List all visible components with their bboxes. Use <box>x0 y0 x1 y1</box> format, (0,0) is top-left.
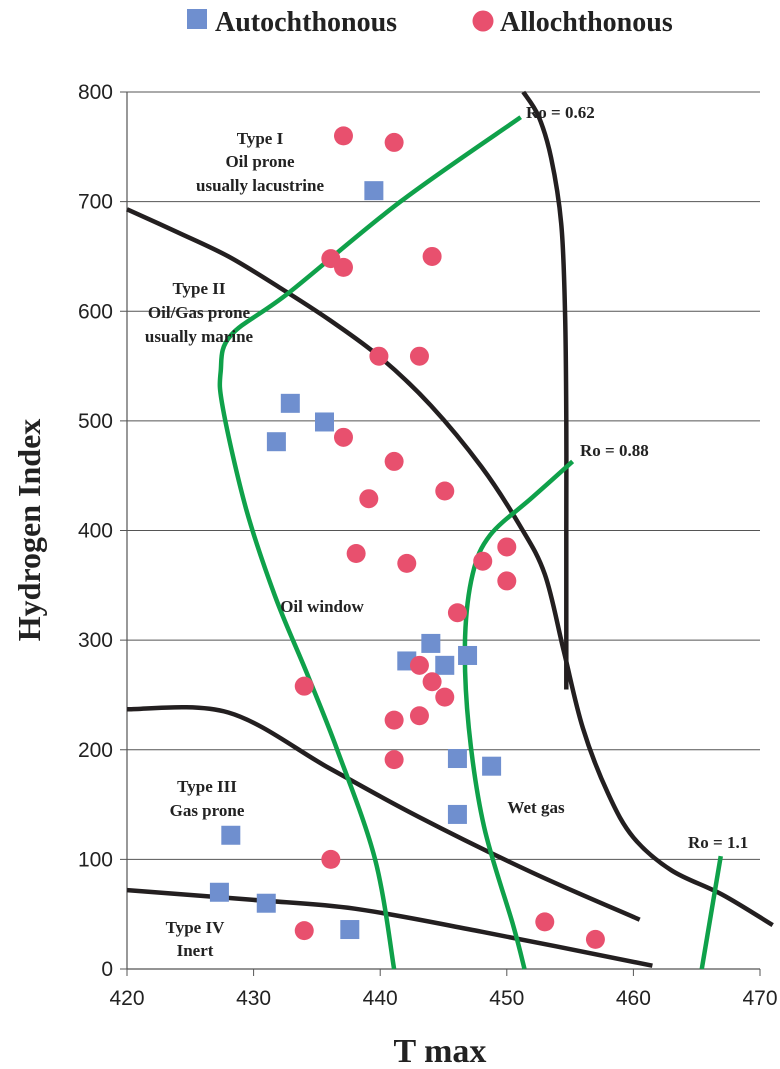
point-allochthonous <box>333 126 353 146</box>
ro-088-label: Ro = 0.88 <box>580 441 649 460</box>
legend-marker-autochthonous <box>187 9 207 29</box>
point-autochthonous <box>447 749 467 769</box>
point-allochthonous <box>497 537 517 557</box>
axes <box>126 92 761 976</box>
x-tick-labels: 420 430 440 450 460 470 <box>109 987 777 1010</box>
point-allochthonous <box>497 571 517 591</box>
type4-line2: Inert <box>177 941 214 960</box>
type1-line1: Type I <box>237 129 284 148</box>
x-tick-label: 420 <box>109 987 144 1010</box>
y-tick-label: 500 <box>78 410 113 433</box>
point-allochthonous <box>585 929 605 949</box>
point-allochthonous <box>384 132 404 152</box>
point-autochthonous <box>256 893 276 913</box>
kerogen-boundaries <box>126 90 774 968</box>
data-points <box>209 126 605 949</box>
point-allochthonous <box>422 246 442 266</box>
point-autochthonous <box>364 181 384 201</box>
point-allochthonous <box>384 750 404 770</box>
point-allochthonous <box>359 489 379 509</box>
gridlines <box>120 91 760 970</box>
x-tick-label: 460 <box>616 987 651 1010</box>
x-axis-title: T max <box>394 1033 487 1069</box>
point-allochthonous <box>294 676 314 696</box>
point-autochthonous <box>482 756 502 776</box>
type2-line1: Type II <box>172 279 225 298</box>
kerogen-boundary-line-3 <box>126 704 641 922</box>
point-autochthonous <box>209 882 229 902</box>
y-tick-label: 0 <box>101 958 113 981</box>
point-allochthonous <box>333 257 353 277</box>
ro-11-line <box>699 855 723 970</box>
point-autochthonous <box>421 633 441 653</box>
point-allochthonous <box>473 551 493 571</box>
point-autochthonous <box>314 412 334 432</box>
point-allochthonous <box>447 603 467 623</box>
legend: Autochthonous Allochthonous <box>187 7 673 38</box>
point-allochthonous <box>435 687 455 707</box>
type3-line1: Type III <box>177 777 237 796</box>
point-allochthonous <box>422 672 442 692</box>
ro-088-line <box>462 459 575 970</box>
y-tick-label: 400 <box>78 520 113 543</box>
point-autochthonous <box>340 920 360 940</box>
point-allochthonous <box>409 655 429 675</box>
point-allochthonous <box>333 427 353 447</box>
y-tick-label: 100 <box>78 848 113 871</box>
wet-gas-label: Wet gas <box>507 798 565 817</box>
oil-window-label: Oil window <box>280 597 364 616</box>
y-tick-labels: 0 100 200 300 400 500 600 700 800 <box>78 81 113 981</box>
x-tick-label: 440 <box>363 987 398 1010</box>
point-autochthonous <box>447 804 467 824</box>
point-allochthonous <box>384 451 404 471</box>
y-tick-label: 200 <box>78 739 113 762</box>
type2-line2: Oil/Gas prone <box>148 303 251 322</box>
y-tick-label: 600 <box>78 300 113 323</box>
y-tick-label: 800 <box>78 81 113 104</box>
y-tick-label: 300 <box>78 629 113 652</box>
point-autochthonous <box>435 655 455 675</box>
ro-11-label: Ro = 1.1 <box>688 833 748 852</box>
point-autochthonous <box>221 825 241 845</box>
type4-line1: Type IV <box>166 918 225 937</box>
ro-062-line <box>217 115 522 970</box>
kerogen-boundary-line-1 <box>126 207 774 928</box>
kerogen-boundary-line-2 <box>521 90 569 690</box>
point-allochthonous <box>535 912 555 932</box>
y-axis-title: Hydrogen Index <box>11 419 47 642</box>
type1-line2: Oil prone <box>225 152 295 171</box>
legend-label-autochthonous: Autochthonous <box>215 7 397 38</box>
legend-label-allochthonous: Allochthonous <box>500 7 673 38</box>
point-autochthonous <box>266 432 286 452</box>
point-allochthonous <box>294 921 314 941</box>
point-allochthonous <box>435 481 455 501</box>
point-autochthonous <box>280 393 300 413</box>
point-allochthonous <box>384 710 404 730</box>
point-allochthonous <box>409 706 429 726</box>
point-allochthonous <box>346 544 366 564</box>
point-autochthonous <box>458 645 478 665</box>
point-allochthonous <box>321 849 341 869</box>
point-allochthonous <box>369 346 389 366</box>
x-tick-label: 430 <box>236 987 271 1010</box>
point-allochthonous <box>409 346 429 366</box>
region-labels: Type I Oil prone usually lacustrine Type… <box>145 103 748 960</box>
legend-marker-allochthonous <box>472 10 494 32</box>
point-allochthonous <box>397 553 417 573</box>
x-tick-label: 470 <box>742 987 777 1010</box>
ro-062-label: Ro = 0.62 <box>526 103 595 122</box>
type1-line3: usually lacustrine <box>196 176 324 195</box>
x-tick-label: 450 <box>489 987 524 1010</box>
type3-line2: Gas prone <box>170 801 245 820</box>
y-tick-label: 700 <box>78 191 113 214</box>
type2-line3: usually marine <box>145 327 254 346</box>
